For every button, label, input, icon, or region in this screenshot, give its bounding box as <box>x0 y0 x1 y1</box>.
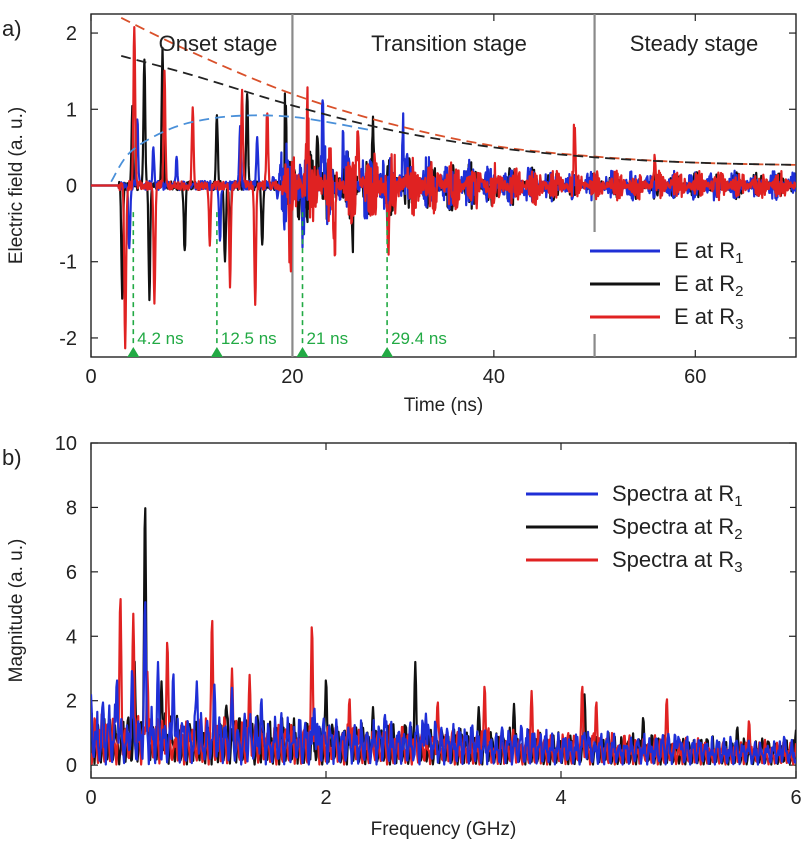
legend-label: Spectra at R1 <box>612 481 743 510</box>
time-marker-label: 12.5 ns <box>221 329 277 348</box>
spectrum-line-r1 <box>91 601 796 766</box>
stage-label: Transition stage <box>371 31 527 56</box>
legend-subscript: 1 <box>735 250 743 267</box>
y-tick-label: 0 <box>66 176 77 198</box>
x-tick-label: 2 <box>320 787 331 809</box>
x-tick-label: 4 <box>555 787 566 809</box>
legend-item-1: E at R1 <box>590 238 743 267</box>
legend-item-2: Spectra at R2 <box>526 514 743 543</box>
legend-subscript: 3 <box>734 559 742 576</box>
legend-label: E at R3 <box>674 304 743 333</box>
y-tick-label: 4 <box>66 626 77 648</box>
x-tick-label: 60 <box>684 366 706 388</box>
legend-subscript: 2 <box>735 283 743 300</box>
series-line-r1 <box>91 99 796 250</box>
envelope-curve <box>120 55 796 166</box>
y-tick-label: 10 <box>55 433 77 455</box>
y-tick-label: -2 <box>59 328 77 350</box>
panel-label: a) <box>2 16 22 41</box>
y-tick-label: -1 <box>59 252 77 274</box>
stage-label: Steady stage <box>630 31 758 56</box>
y-tick-label: 2 <box>66 691 77 713</box>
x-tick-label: 40 <box>483 366 505 388</box>
y-tick-label: 0 <box>66 755 77 777</box>
legend-label: E at R1 <box>674 238 743 267</box>
time-marker-arrow <box>381 347 394 357</box>
time-marker-label: 21 ns <box>307 329 349 348</box>
time-marker-label: 4.2 ns <box>137 329 183 348</box>
legend-item-2: E at R2 <box>590 271 743 300</box>
x-tick-label: 6 <box>790 787 801 809</box>
x-axis-label: Time (ns) <box>404 395 484 416</box>
legend-label: Spectra at R3 <box>612 547 743 576</box>
y-axis-label: Magnitude (a. u.) <box>6 539 27 683</box>
stage-label: Onset stage <box>159 31 278 56</box>
x-tick-label: 0 <box>85 366 96 388</box>
envelope-curve <box>120 17 796 166</box>
y-tick-label: 8 <box>66 497 77 519</box>
time-marker-label: 29.4 ns <box>391 329 447 348</box>
plot-frame <box>90 442 797 779</box>
plot-area <box>91 14 796 357</box>
legend-label: Spectra at R2 <box>612 514 743 543</box>
y-axis-label: Electric field (a. u.) <box>6 107 27 264</box>
plot-area <box>91 507 796 766</box>
panel-time-domain: 0 20 40 60 -2 -1 0 1 2 Time (ns) Electric field (a… <box>2 13 797 416</box>
legend-item-3: Spectra at R3 <box>526 547 743 576</box>
time-marker-arrow <box>127 347 140 357</box>
panel-label: b) <box>2 445 22 470</box>
legend-subscript: 2 <box>734 526 742 543</box>
x-tick-label: 20 <box>281 366 303 388</box>
time-marker-arrow <box>210 347 223 357</box>
y-tick-label: 6 <box>66 562 77 584</box>
legend-item-3: E at R3 <box>590 304 743 333</box>
x-tick-label: 0 <box>85 787 96 809</box>
legend-subscript: 3 <box>735 316 743 333</box>
panel-frequency-spectrum: 0 2 4 6 0 2 4 6 8 10 Frequency (GHz) Magnitude (a. … <box>2 433 802 840</box>
y-tick-label: 1 <box>66 99 77 121</box>
y-tick-label: 2 <box>66 23 77 45</box>
series-line-r3 <box>91 26 796 350</box>
legend-item-1: Spectra at R1 <box>526 481 743 510</box>
legend-subscript: 1 <box>734 493 742 510</box>
envelope-curve <box>110 114 374 183</box>
time-marker-arrow <box>296 347 309 357</box>
x-axis-label: Frequency (GHz) <box>371 819 517 840</box>
legend-label: E at R2 <box>674 271 743 300</box>
